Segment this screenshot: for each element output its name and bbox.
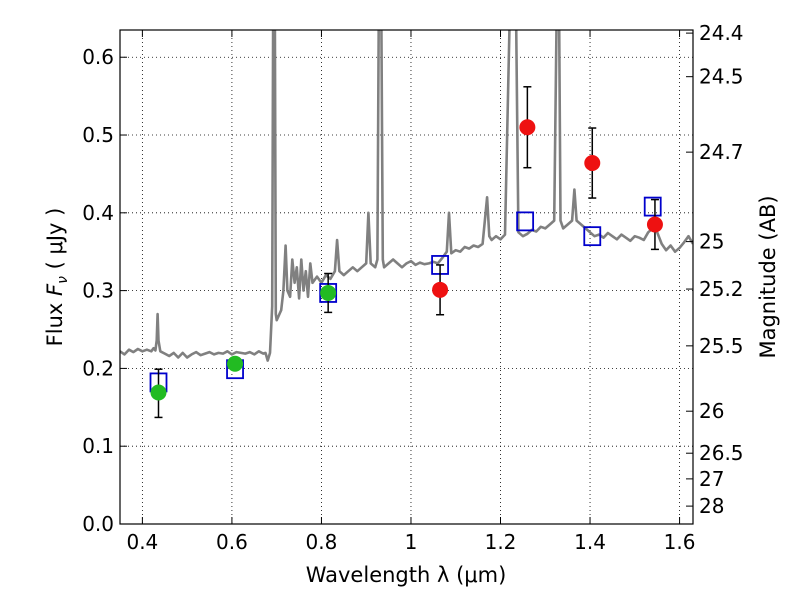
y-axis-label: Flux Fν ( μJy ): [43, 208, 71, 347]
y-tick-label: 0.1: [82, 434, 114, 458]
spectrum-line: [120, 30, 693, 362]
model-square-marker: [643, 196, 662, 217]
x-tick-label: 1.4: [574, 530, 606, 554]
y2-tick-label: 25.5: [699, 334, 744, 358]
y-axis-label-suffix: ( μJy ): [43, 208, 67, 276]
spectrum-layer: [120, 30, 693, 362]
x-tick-label: 1.6: [664, 530, 696, 554]
y2-tick-label: 27: [699, 467, 724, 491]
observed-point: [432, 281, 449, 298]
x-axis-label: Wavelength λ (μm): [306, 563, 507, 587]
x-tick-label: 1: [405, 530, 418, 554]
points-layer: [149, 86, 663, 419]
y2-tick-label: 24.5: [699, 65, 744, 89]
x-tick-label: 1.2: [485, 530, 517, 554]
tick-labels: 0.4 0.6 0.8 1 1.2 1.4 1.6 0.0 0.1 0.2 0.3 0.4 0.5 0.6…: [82, 21, 743, 554]
y-axis-label-prefix: Flux: [43, 296, 67, 346]
tick-marks: [120, 30, 693, 525]
y-tick-label: 0.6: [82, 45, 114, 69]
model-square-marker: [583, 226, 602, 247]
observed-point: [320, 284, 337, 301]
observed-point: [150, 384, 167, 401]
y2-tick-label: 24.7: [699, 140, 744, 164]
x-tick-label: 0.8: [306, 530, 338, 554]
y2-tick-label: 26: [699, 399, 724, 423]
observed-point: [519, 119, 536, 136]
x-tick-label: 0.6: [216, 530, 248, 554]
y-tick-label: 0.5: [82, 123, 114, 147]
observed-point: [227, 355, 244, 372]
y2-tick-label: 25.2: [699, 277, 744, 301]
y2-tick-label: 26.5: [699, 441, 744, 465]
grid-lines: [120, 30, 693, 525]
y2-tick-label: 28: [699, 494, 724, 518]
observed-point: [584, 155, 601, 172]
y-tick-label: 0.4: [82, 201, 114, 225]
y-axis-label-symbol: F: [43, 283, 67, 296]
y2-axis-label: Magnitude (AB): [756, 195, 780, 358]
y2-tick-label: 24.4: [699, 21, 744, 45]
x-tick-label: 0.4: [126, 530, 158, 554]
observed-point: [646, 216, 663, 233]
y-tick-label: 0.3: [82, 279, 114, 303]
y-tick-label: 0.0: [82, 512, 114, 536]
plot-frame: [119, 29, 694, 525]
y-axis-label-subscript: ν: [55, 276, 71, 284]
model-square-marker: [516, 211, 535, 232]
y-tick-label: 0.2: [82, 356, 114, 380]
y2-tick-label: 25: [699, 230, 724, 254]
